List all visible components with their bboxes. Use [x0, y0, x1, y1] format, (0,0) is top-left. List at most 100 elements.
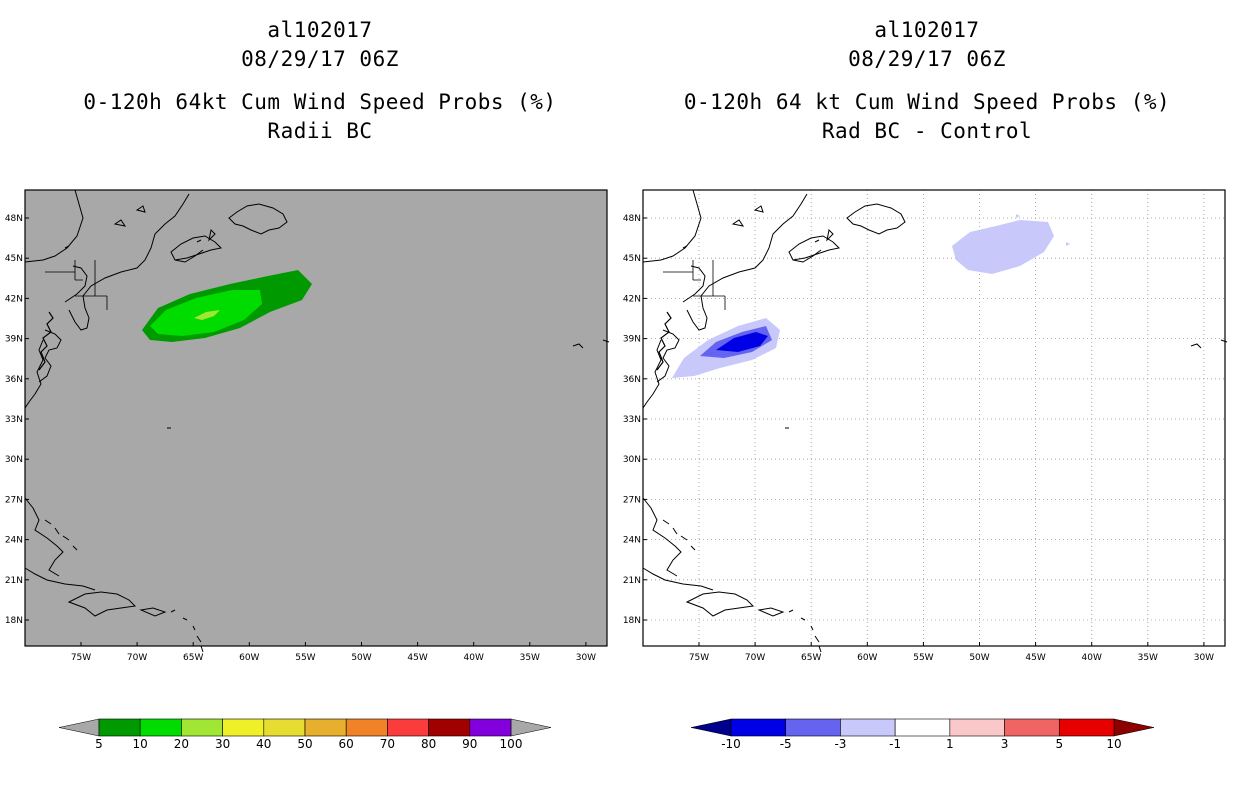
lon-label-60w: 60W [857, 653, 877, 663]
colorbar-swatch [469, 718, 512, 737]
lat-label-30n: 30N [5, 455, 23, 465]
colorbar-swatch [894, 718, 951, 737]
colorbar-label: 30 [215, 737, 230, 751]
right-lat-axis: 48N 45N 42N 39N 36N 33N 30N 27N 24N 21N 18N [623, 214, 647, 626]
right-title: 0-120h 64 kt Cum Wind Speed Probs (%) [683, 90, 1171, 114]
colorbar-label: 50 [297, 737, 312, 751]
colorbar-low-arrow [58, 718, 100, 737]
colorbar-swatch [181, 718, 223, 737]
colorbar-swatch [304, 718, 347, 737]
lon-label-60w: 60W [239, 653, 259, 663]
colorbar-swatch [222, 718, 265, 737]
right-map-panel: 48N 45N 42N 39N 36N 33N 30N 27N 24N 21N 18N 75W 70W… [623, 189, 1228, 663]
lon-label-75w: 75W [689, 653, 709, 663]
right-diff-contours [672, 214, 1070, 378]
lat-label-36n: 36N [5, 375, 23, 385]
colorbar-label: 90 [462, 737, 477, 751]
colorbar-label: -1 [889, 737, 901, 751]
colorbar-label: 10 [1106, 737, 1121, 751]
lat-label-42n: 42N [623, 294, 641, 304]
lat-label-21n: 21N [623, 576, 641, 586]
lon-label-30w: 30W [576, 653, 596, 663]
lon-label-55w: 55W [913, 653, 933, 663]
lon-label-75w: 75W [71, 653, 91, 663]
colorbar-swatch [263, 718, 306, 737]
colorbar-swatch [387, 718, 429, 737]
lat-label-24n: 24N [5, 536, 23, 546]
lon-label-50w: 50W [969, 653, 989, 663]
lat-label-21n: 21N [5, 576, 23, 586]
colorbar-label: 20 [174, 737, 189, 751]
left-map-frame [24, 189, 608, 647]
left-storm-id: al102017 [267, 18, 373, 42]
lat-label-48n: 48N [623, 214, 641, 224]
colorbar-swatch [840, 718, 896, 737]
lon-label-40w: 40W [1082, 653, 1102, 663]
colorbar-swatch [98, 718, 141, 737]
right-datetime: 08/29/17 06Z [848, 47, 1006, 71]
lon-label-40w: 40W [464, 653, 484, 663]
colorbar-label: 5 [1055, 737, 1063, 751]
colorbar-swatch [785, 718, 841, 737]
lat-label-48n: 48N [5, 214, 23, 224]
colorbar-label: 10 [133, 737, 148, 751]
colorbar-label: 70 [380, 737, 395, 751]
left-title: 0-120h 64kt Cum Wind Speed Probs (%) [83, 90, 557, 114]
lat-label-27n: 27N [5, 495, 23, 505]
colorbar-label: 100 [500, 737, 523, 751]
colorbar-label: -3 [834, 737, 846, 751]
lon-label-30w: 30W [1194, 653, 1214, 663]
colorbar-swatch [1058, 718, 1115, 737]
left-lon-axis: 75W 70W 65W 60W 55W 50W 45W 40W 35W 30W [71, 642, 596, 663]
colorbar-swatch [949, 718, 1005, 737]
lat-label-27n: 27N [623, 495, 641, 505]
colorbar-label: 1 [946, 737, 954, 751]
lat-label-45n: 45N [623, 254, 641, 264]
left-map-background [25, 190, 607, 646]
lon-label-70w: 70W [745, 653, 765, 663]
right-storm-id: al102017 [874, 18, 980, 42]
right-map-background [643, 190, 1225, 646]
lon-label-45w: 45W [1025, 653, 1045, 663]
colorbar-swatch [139, 718, 182, 737]
colorbar-label: -10 [721, 737, 741, 751]
lat-label-18n: 18N [5, 616, 23, 626]
right-lon-axis: 75W 70W 65W 60W 55W 50W 45W 40W 35W 30W [689, 642, 1214, 663]
lat-label-30n: 30N [623, 455, 641, 465]
lon-label-35w: 35W [520, 653, 540, 663]
lon-label-45w: 45W [407, 653, 427, 663]
right-gridlines [643, 190, 1225, 646]
right-map-frame [642, 189, 1226, 647]
lon-label-70w: 70W [127, 653, 147, 663]
lon-label-50w: 50W [351, 653, 371, 663]
left-prob-contours [142, 270, 312, 342]
right-subtitle: Rad BC - Control [821, 119, 1033, 143]
left-subtitle: Radii BC [267, 119, 373, 143]
colorbar-swatch [345, 718, 388, 737]
colorbar-high-arrow [1113, 718, 1155, 737]
left-map-panel: 48N 45N 42N 39N 36N 33N 30N 27N 24N 21N 18N 75W 70W… [5, 189, 610, 663]
colorbar-high-arrow [510, 718, 552, 737]
colorbar-label: 5 [95, 737, 103, 751]
colorbar-swatch [428, 718, 471, 737]
colorbar-label: 60 [339, 737, 354, 751]
lon-label-65w: 65W [801, 653, 821, 663]
colorbar-label: 80 [421, 737, 436, 751]
lat-label-36n: 36N [623, 375, 641, 385]
lat-label-39n: 39N [5, 335, 23, 345]
colorbar-label: -5 [780, 737, 792, 751]
lat-label-39n: 39N [623, 335, 641, 345]
left-datetime: 08/29/17 06Z [241, 47, 399, 71]
lat-label-24n: 24N [623, 536, 641, 546]
lat-label-18n: 18N [623, 616, 641, 626]
right-colorbar: -10 -5 -3 -1 1 3 5 10 [690, 718, 1155, 751]
lat-label-33n: 33N [623, 415, 641, 425]
lat-label-33n: 33N [5, 415, 23, 425]
lat-label-42n: 42N [5, 294, 23, 304]
colorbar-label: 40 [256, 737, 271, 751]
colorbar-swatch [730, 718, 787, 737]
lon-label-65w: 65W [183, 653, 203, 663]
colorbar-low-arrow [690, 718, 732, 737]
left-lat-axis: 48N 45N 42N 39N 36N 33N 30N 27N 24N 21N 18N [5, 214, 29, 626]
